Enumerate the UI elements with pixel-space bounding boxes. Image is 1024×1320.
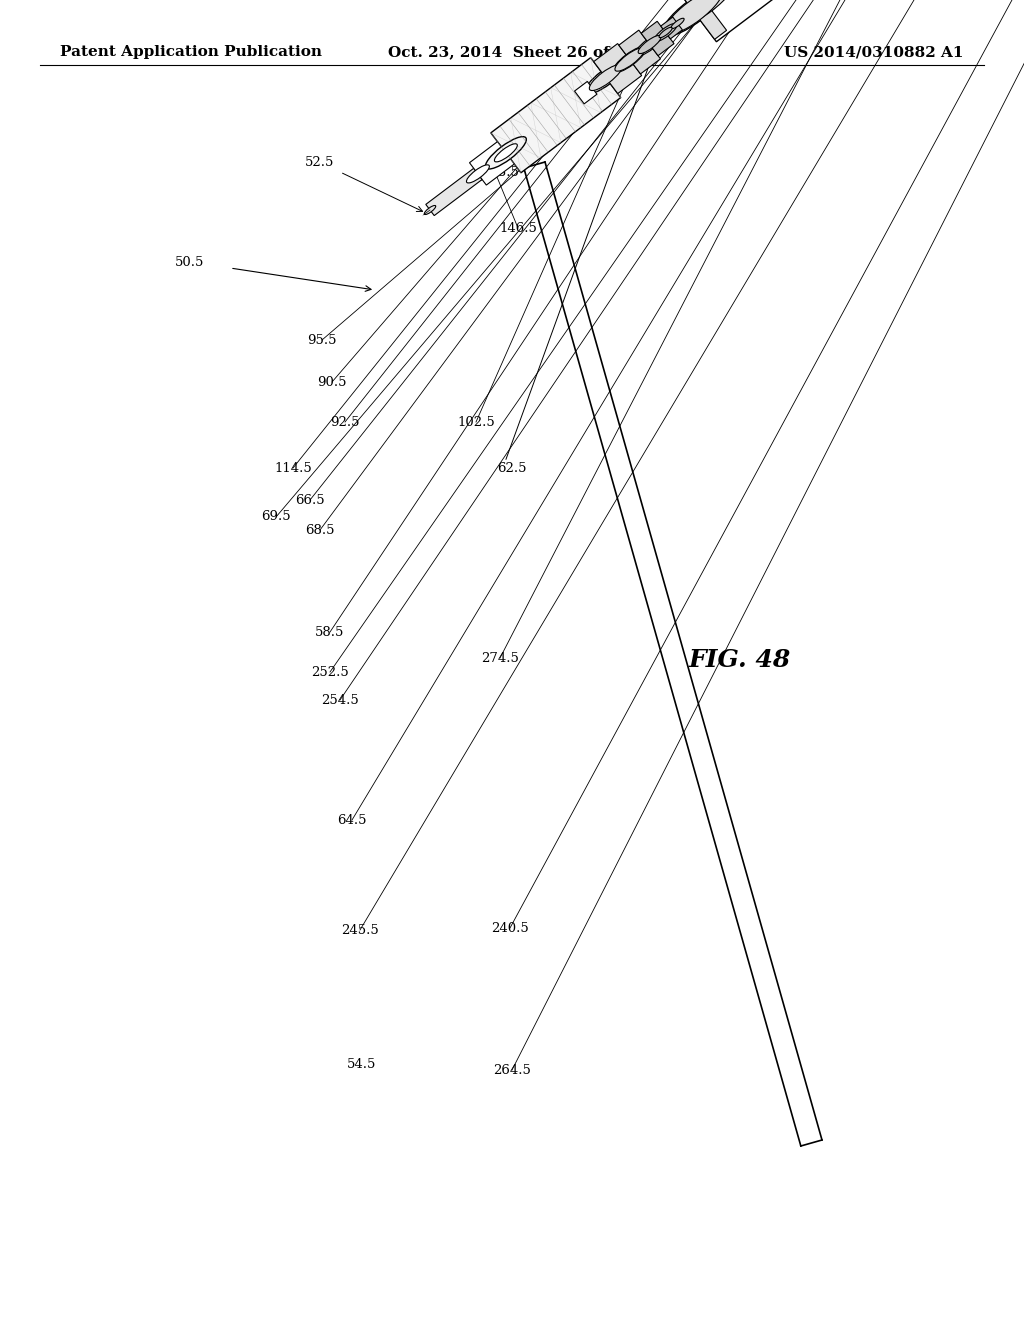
Text: 114.5: 114.5 [274, 462, 312, 474]
Text: 54.5: 54.5 [347, 1059, 377, 1072]
Text: 264.5: 264.5 [494, 1064, 530, 1077]
Text: 103.5: 103.5 [481, 165, 519, 178]
Text: 62.5: 62.5 [498, 462, 526, 474]
Polygon shape [673, 0, 727, 40]
Text: 252.5: 252.5 [311, 665, 349, 678]
Text: 68.5: 68.5 [305, 524, 335, 536]
Ellipse shape [467, 165, 489, 183]
Text: 50.5: 50.5 [175, 256, 205, 268]
Text: 90.5: 90.5 [317, 375, 347, 388]
Polygon shape [469, 141, 514, 185]
Polygon shape [426, 169, 482, 215]
Text: 240.5: 240.5 [492, 921, 528, 935]
Ellipse shape [654, 24, 677, 41]
Ellipse shape [671, 18, 684, 29]
Text: 92.5: 92.5 [331, 416, 359, 429]
Ellipse shape [424, 206, 436, 215]
Ellipse shape [638, 36, 662, 54]
Text: Patent Application Publication: Patent Application Publication [60, 45, 322, 59]
Ellipse shape [665, 0, 722, 34]
Text: Oct. 23, 2014  Sheet 26 of 27: Oct. 23, 2014 Sheet 26 of 27 [388, 45, 636, 59]
Polygon shape [641, 21, 674, 55]
Text: 95.5: 95.5 [307, 334, 337, 346]
Ellipse shape [485, 137, 526, 169]
Ellipse shape [590, 65, 622, 91]
Text: FIG. 48: FIG. 48 [689, 648, 792, 672]
Text: 254.5: 254.5 [322, 693, 358, 706]
Ellipse shape [586, 62, 626, 94]
Text: 52.5: 52.5 [305, 156, 335, 169]
Ellipse shape [635, 33, 665, 57]
Polygon shape [671, 0, 884, 42]
Ellipse shape [615, 48, 644, 71]
Polygon shape [594, 44, 642, 94]
Text: 274.5: 274.5 [481, 652, 519, 664]
Polygon shape [618, 30, 660, 74]
Polygon shape [660, 17, 682, 38]
Ellipse shape [472, 169, 483, 178]
Text: 146.5: 146.5 [499, 222, 537, 235]
Text: 102.5: 102.5 [457, 416, 495, 429]
Ellipse shape [495, 144, 517, 162]
Text: 69.5: 69.5 [261, 511, 291, 524]
Ellipse shape [613, 46, 646, 73]
Text: 64.5: 64.5 [337, 813, 367, 826]
Polygon shape [490, 58, 621, 173]
Ellipse shape [663, 0, 725, 36]
Text: US 2014/0310882 A1: US 2014/0310882 A1 [784, 45, 964, 59]
Text: 245.5: 245.5 [341, 924, 379, 936]
Ellipse shape [677, 0, 734, 25]
Ellipse shape [659, 28, 672, 38]
Polygon shape [574, 82, 597, 104]
Text: 66.5: 66.5 [295, 494, 325, 507]
Text: 58.5: 58.5 [315, 626, 345, 639]
